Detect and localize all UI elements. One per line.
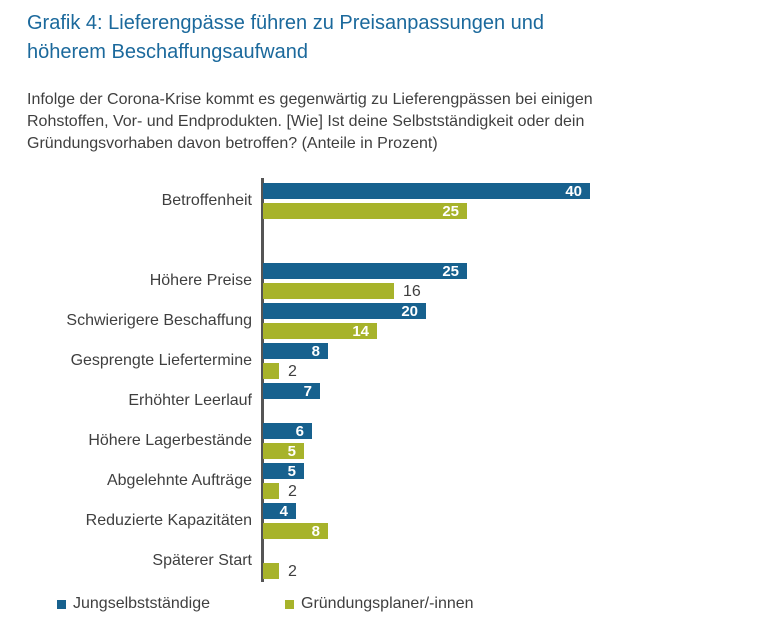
bar-value-label: 2	[288, 483, 297, 500]
chart-subtitle-line: Infolge der Corona-Krise kommt es gegenw…	[27, 91, 593, 108]
bar-jungselbststaendige	[263, 263, 467, 279]
bar-value-label: 5	[287, 443, 296, 460]
bar-gruendungsplaner	[263, 203, 467, 219]
category-label: Abgelehnte Aufträge	[106, 472, 252, 489]
page-title-line: Grafik 4: Lieferengpässe führen zu Preis…	[27, 12, 545, 34]
chart-subtitle-line: Rohstoffen, Vor- und Endprodukten. [Wie]…	[27, 113, 585, 130]
bar-value-label: 5	[287, 463, 296, 480]
bar-value-label: 8	[311, 343, 320, 360]
bar-value-label: 8	[311, 523, 320, 540]
legend-item-jungselbststaendige: Jungselbstständige	[57, 595, 210, 613]
bar-gruendungsplaner	[263, 283, 394, 299]
bar-gruendungsplaner	[263, 443, 304, 459]
category-label: Erhöhter Leerlauf	[128, 392, 252, 409]
bar-value-label: 6	[295, 423, 304, 440]
category-label: Schwierigere Beschaffung	[66, 312, 252, 329]
legend-item-gruendungsplaner: Gründungsplaner/-innen	[285, 595, 474, 613]
page-title-line: höherem Beschaffungsaufwand	[27, 41, 308, 63]
category-label: Gesprengte Liefertermine	[70, 352, 252, 369]
category-label: Reduzierte Kapazitäten	[85, 512, 252, 529]
legend-swatch-green	[285, 600, 294, 609]
category-label: Höhere Preise	[149, 272, 252, 289]
bar-jungselbststaendige	[263, 303, 426, 319]
legend-label: Gründungsplaner/-innen	[301, 595, 474, 612]
bar-value-label: 7	[303, 383, 312, 400]
bar-jungselbststaendige	[263, 423, 312, 439]
page-title: Grafik 4: Lieferengpässe führen zu Preis…	[27, 9, 544, 67]
bar-jungselbststaendige	[263, 183, 590, 199]
chart-subtitle: Infolge der Corona-Krise kommt es gegenw…	[27, 89, 593, 155]
bar-jungselbststaendige	[263, 383, 320, 399]
category-label: Betroffenheit	[161, 192, 252, 209]
legend-label: Jungselbstständige	[73, 595, 210, 612]
bar-gruendungsplaner	[263, 323, 377, 339]
bar-gruendungsplaner	[263, 363, 279, 379]
bar-value-label: 16	[403, 283, 421, 300]
bar-value-label: 25	[442, 203, 459, 220]
bar-value-label: 2	[288, 363, 297, 380]
category-label: Höhere Lagerbestände	[88, 432, 252, 449]
y-axis-line	[261, 178, 264, 582]
category-label: Späterer Start	[152, 552, 252, 569]
bar-gruendungsplaner	[263, 523, 328, 539]
bar-value-label: 4	[279, 503, 288, 520]
chart-subtitle-line: Gründungsvorhaben davon betroffen? (Ante…	[27, 135, 438, 152]
bar-value-label: 14	[352, 323, 369, 340]
bar-value-label: 20	[401, 303, 418, 320]
bar-value-label: 25	[442, 263, 459, 280]
bar-gruendungsplaner	[263, 563, 279, 579]
bar-jungselbststaendige	[263, 503, 296, 519]
bar-value-label: 40	[565, 183, 582, 200]
bar-gruendungsplaner	[263, 483, 279, 499]
bar-jungselbststaendige	[263, 343, 328, 359]
bar-jungselbststaendige	[263, 463, 304, 479]
bar-value-label: 2	[288, 563, 297, 580]
legend-swatch-blue	[57, 600, 66, 609]
